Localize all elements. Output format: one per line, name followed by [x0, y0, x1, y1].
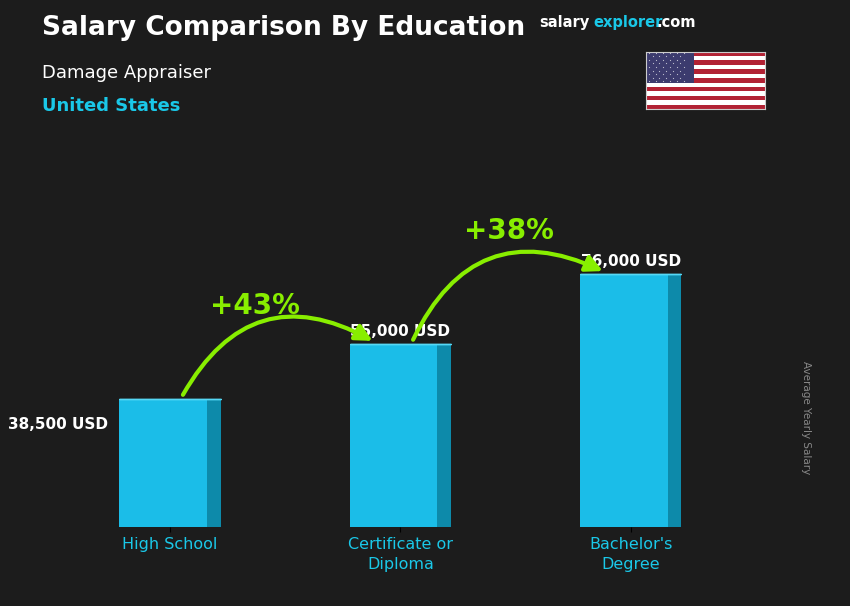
Text: explorer: explorer	[593, 15, 663, 30]
Text: salary: salary	[540, 15, 590, 30]
Bar	[207, 399, 221, 527]
Bar	[580, 274, 667, 527]
Text: Damage Appraiser: Damage Appraiser	[42, 64, 212, 82]
Bar	[646, 52, 765, 56]
Bar	[646, 96, 765, 100]
Bar	[119, 399, 207, 527]
Text: Average Yearly Salary: Average Yearly Salary	[801, 361, 811, 474]
Bar	[646, 100, 765, 105]
Bar	[646, 69, 765, 74]
Text: Salary Comparison By Education: Salary Comparison By Education	[42, 15, 525, 41]
Bar	[646, 92, 765, 96]
Bar	[646, 105, 765, 109]
Text: 55,000 USD: 55,000 USD	[350, 324, 450, 339]
Text: United States: United States	[42, 97, 181, 115]
Text: .com: .com	[656, 15, 695, 30]
Bar	[667, 274, 682, 527]
Text: 76,000 USD: 76,000 USD	[581, 254, 681, 269]
Bar	[646, 52, 694, 82]
Bar	[646, 56, 765, 61]
Text: +43%: +43%	[210, 291, 300, 319]
Bar	[646, 87, 765, 92]
Bar	[646, 65, 765, 69]
Bar	[349, 344, 437, 527]
Bar	[646, 74, 765, 78]
Bar	[437, 344, 451, 527]
Text: 38,500 USD: 38,500 USD	[8, 417, 108, 432]
Bar	[646, 78, 765, 82]
Bar	[646, 82, 765, 87]
Bar	[646, 61, 765, 65]
Text: +38%: +38%	[464, 216, 553, 245]
